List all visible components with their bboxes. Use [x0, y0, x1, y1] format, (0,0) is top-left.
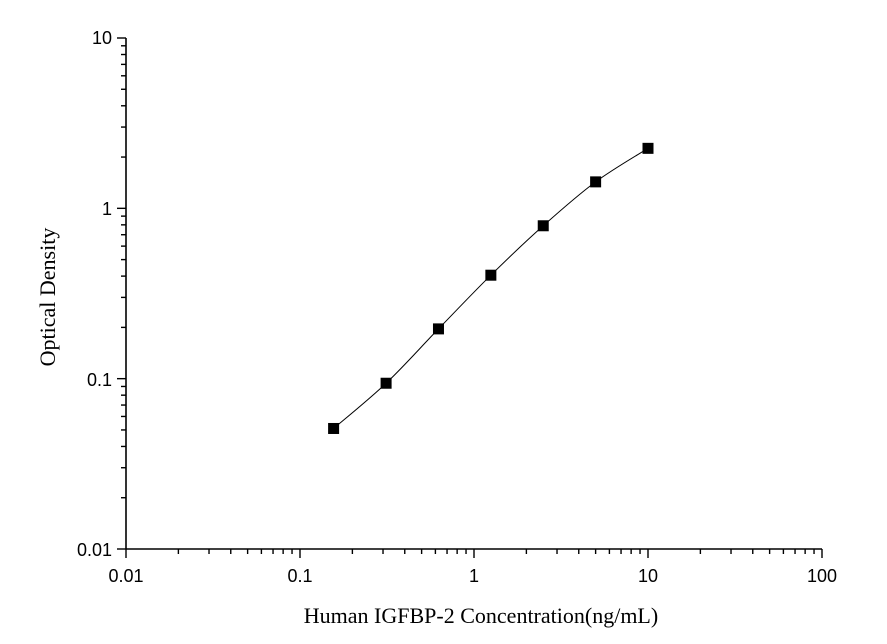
data-point: [642, 142, 654, 154]
x-axis-title: Human IGFBP-2 Concentration(ng/mL): [304, 603, 658, 628]
x-tick-label: 10: [638, 566, 658, 586]
y-tick-label: 0.1: [87, 370, 112, 390]
y-tick-label: 10: [92, 28, 112, 48]
data-points: [328, 142, 654, 434]
y-tick-label: 0.01: [77, 540, 112, 560]
x-tick-label: 0.01: [108, 566, 143, 586]
y-axis-title: Optical Density: [35, 228, 60, 367]
x-tick-label: 0.1: [287, 566, 312, 586]
data-point: [328, 422, 340, 434]
data-point: [485, 269, 497, 281]
y-tick-label: 1: [102, 199, 112, 219]
axis-ticks: [117, 37, 823, 558]
data-point: [537, 220, 549, 232]
x-tick-label: 100: [807, 566, 837, 586]
x-tick-label: 1: [469, 566, 479, 586]
data-point: [380, 377, 392, 389]
data-point: [590, 176, 602, 188]
data-point: [432, 323, 444, 335]
